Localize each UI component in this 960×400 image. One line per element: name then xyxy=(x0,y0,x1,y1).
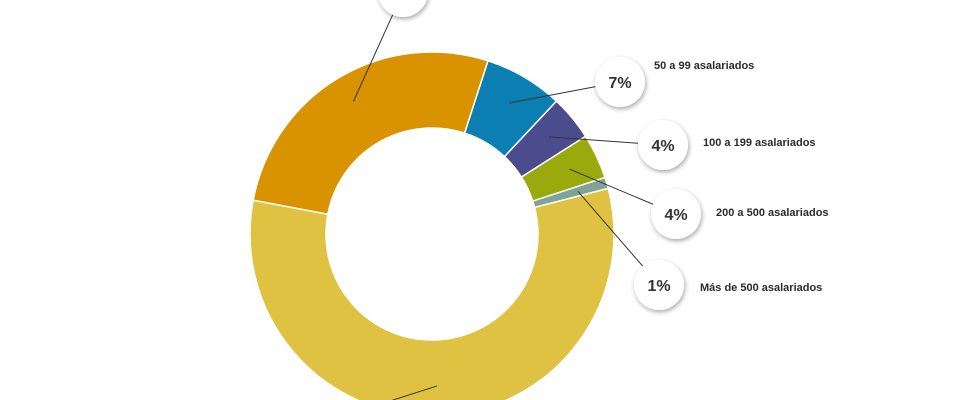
slice-category-label: 100 a 199 asalariados xyxy=(703,137,816,149)
value-bubble xyxy=(379,0,427,17)
slice-category-label: 50 a 99 asalariados xyxy=(654,60,754,72)
bubble-circle xyxy=(634,260,684,310)
value-bubble: 4% xyxy=(638,120,688,170)
leader-line xyxy=(391,385,438,400)
slice-value-label: 7% xyxy=(608,75,631,92)
slice-value-label: 1% xyxy=(647,278,670,295)
bubble-circle xyxy=(379,0,427,17)
slice-value-label: 4% xyxy=(651,138,674,155)
value-bubble: 1% xyxy=(634,260,684,310)
slice-category-label: 200 a 500 asalariados xyxy=(716,207,829,219)
slice-value-label: 4% xyxy=(664,207,687,224)
bubble-circle xyxy=(595,57,645,107)
donut-slice xyxy=(252,51,489,216)
slice-category-label: Más de 500 asalariados xyxy=(700,282,822,294)
bubble-circle xyxy=(651,189,701,239)
value-bubble: 7% xyxy=(595,57,645,107)
donut-slice xyxy=(249,187,615,400)
value-bubble: 4% xyxy=(651,189,701,239)
bubble-circle xyxy=(638,120,688,170)
